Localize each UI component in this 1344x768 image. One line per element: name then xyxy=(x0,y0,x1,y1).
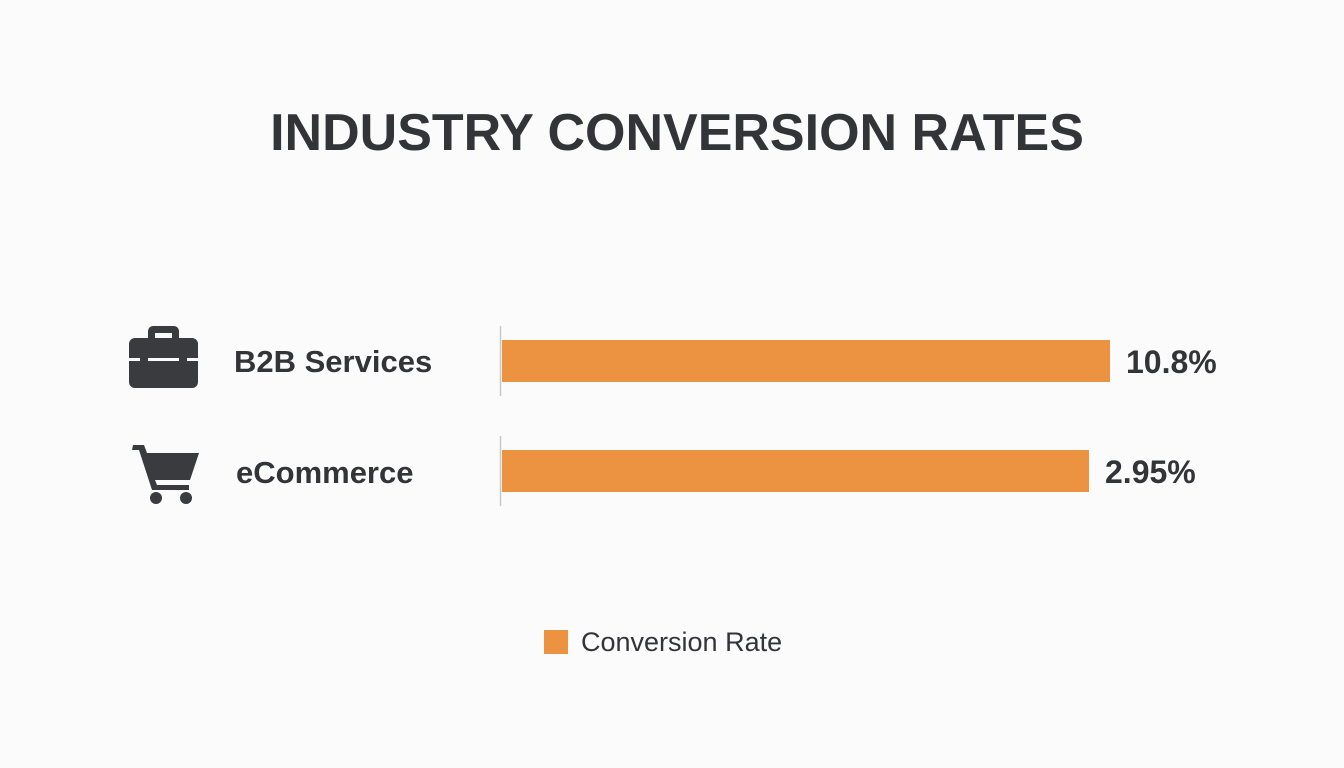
chart-title: INDUSTRY CONVERSION RATES xyxy=(270,104,1084,162)
category-label-b2b-services: B2B Services xyxy=(234,344,432,379)
bar-b2b-services xyxy=(502,340,1110,382)
value-label-ecommerce: 2.95% xyxy=(1105,454,1196,490)
value-label-b2b-services: 10.8% xyxy=(1126,344,1217,380)
legend: Conversion Rate xyxy=(544,627,782,657)
category-label-ecommerce: eCommerce xyxy=(236,455,413,490)
legend-swatch xyxy=(544,630,568,654)
briefcase-icon xyxy=(129,326,198,388)
shopping-cart-icon xyxy=(132,445,199,504)
bar-ecommerce xyxy=(502,450,1089,492)
legend-label: Conversion Rate xyxy=(581,627,782,657)
